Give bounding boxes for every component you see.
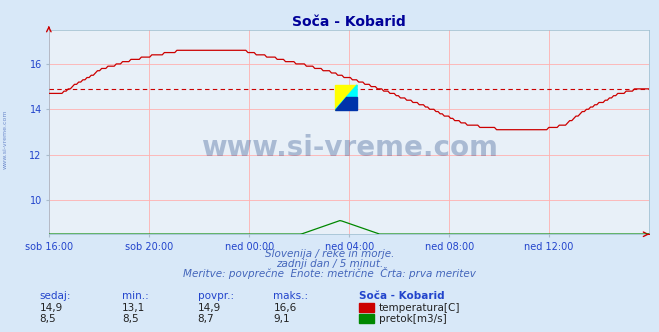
- Text: www.si-vreme.com: www.si-vreme.com: [3, 110, 8, 169]
- Text: 9,1: 9,1: [273, 314, 290, 324]
- Text: Soča - Kobarid: Soča - Kobarid: [359, 291, 445, 301]
- Text: 14,9: 14,9: [198, 303, 221, 313]
- Text: Meritve: povprečne  Enote: metrične  Črta: prva meritev: Meritve: povprečne Enote: metrične Črta:…: [183, 267, 476, 279]
- Text: www.si-vreme.com: www.si-vreme.com: [201, 134, 498, 162]
- Polygon shape: [335, 85, 357, 110]
- Text: 8,7: 8,7: [198, 314, 214, 324]
- Text: temperatura[C]: temperatura[C]: [379, 303, 461, 313]
- Text: Slovenija / reke in morje.: Slovenija / reke in morje.: [265, 249, 394, 259]
- Title: Soča - Kobarid: Soča - Kobarid: [293, 15, 406, 29]
- Text: povpr.:: povpr.:: [198, 291, 234, 301]
- Text: min.:: min.:: [122, 291, 149, 301]
- Polygon shape: [335, 97, 357, 110]
- Text: 16,6: 16,6: [273, 303, 297, 313]
- Polygon shape: [335, 85, 357, 110]
- Text: maks.:: maks.:: [273, 291, 308, 301]
- Text: 8,5: 8,5: [40, 314, 56, 324]
- Text: zadnji dan / 5 minut.: zadnji dan / 5 minut.: [276, 259, 383, 269]
- Text: pretok[m3/s]: pretok[m3/s]: [379, 314, 447, 324]
- Text: 13,1: 13,1: [122, 303, 145, 313]
- Text: 8,5: 8,5: [122, 314, 138, 324]
- Text: sedaj:: sedaj:: [40, 291, 71, 301]
- Text: 14,9: 14,9: [40, 303, 63, 313]
